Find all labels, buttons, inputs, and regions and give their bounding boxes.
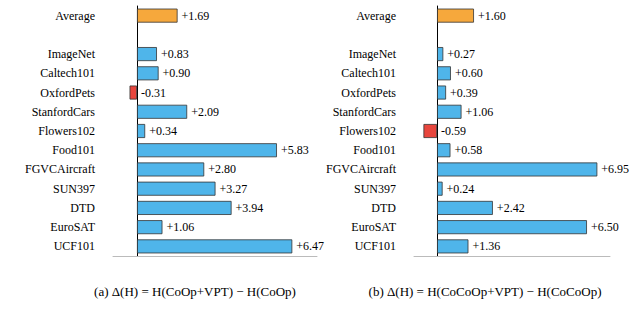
svg-text:+1.06: +1.06 (166, 220, 194, 234)
svg-text:UCF101: UCF101 (355, 239, 396, 253)
svg-text:Caltech101: Caltech101 (341, 66, 396, 80)
svg-text:+1.06: +1.06 (466, 105, 494, 119)
svg-text:SUN397: SUN397 (53, 182, 95, 196)
svg-text:OxfordPets: OxfordPets (40, 86, 95, 100)
svg-text:+0.58: +0.58 (454, 143, 482, 157)
svg-text:+0.39: +0.39 (450, 86, 478, 100)
svg-text:(b) Δ(H) = H(CoCoOp+VPT) − H(C: (b) Δ(H) = H(CoCoOp+VPT) − H(CoCoOp) (369, 284, 602, 299)
svg-text:ImageNet: ImageNet (48, 47, 96, 61)
svg-text:+6.50: +6.50 (591, 220, 619, 234)
svg-text:FGVCAircraft: FGVCAircraft (326, 162, 397, 176)
svg-text:OxfordPets: OxfordPets (341, 86, 396, 100)
svg-text:FGVCAircraft: FGVCAircraft (25, 162, 96, 176)
svg-text:Caltech101: Caltech101 (40, 66, 95, 80)
svg-text:Food101: Food101 (52, 143, 95, 157)
svg-text:-0.59: -0.59 (441, 124, 466, 138)
svg-text:+1.60: +1.60 (478, 9, 506, 23)
svg-text:+2.09: +2.09 (191, 105, 219, 119)
svg-text:+6.47: +6.47 (296, 239, 324, 253)
svg-text:DTD: DTD (70, 201, 95, 215)
svg-text:EuroSAT: EuroSAT (50, 220, 95, 234)
svg-text:+3.94: +3.94 (236, 201, 264, 215)
svg-text:Food101: Food101 (353, 143, 396, 157)
svg-text:StanfordCars: StanfordCars (32, 105, 96, 119)
svg-text:StanfordCars: StanfordCars (333, 105, 397, 119)
svg-text:+0.90: +0.90 (163, 66, 191, 80)
svg-text:ImageNet: ImageNet (349, 47, 397, 61)
svg-text:+0.60: +0.60 (455, 66, 483, 80)
svg-text:Average: Average (356, 9, 396, 23)
svg-text:+3.27: +3.27 (219, 182, 247, 196)
svg-text:-0.31: -0.31 (141, 86, 166, 100)
svg-text:Flowers102: Flowers102 (339, 124, 396, 138)
svg-text:+0.24: +0.24 (447, 182, 475, 196)
svg-text:(a) Δ(H) = H(CoOp+VPT) − H(CoO: (a) Δ(H) = H(CoOp+VPT) − H(CoOp) (94, 284, 296, 299)
svg-text:DTD: DTD (371, 201, 396, 215)
svg-text:SUN397: SUN397 (354, 182, 396, 196)
svg-text:+2.42: +2.42 (497, 201, 525, 215)
svg-text:+6.95: +6.95 (601, 162, 629, 176)
svg-text:+5.83: +5.83 (281, 143, 309, 157)
svg-text:+0.34: +0.34 (149, 124, 177, 138)
svg-text:Flowers102: Flowers102 (38, 124, 95, 138)
svg-text:+0.27: +0.27 (447, 47, 475, 61)
svg-text:UCF101: UCF101 (54, 239, 95, 253)
svg-text:+1.36: +1.36 (472, 239, 500, 253)
svg-text:+2.80: +2.80 (208, 162, 236, 176)
svg-text:Average: Average (55, 9, 95, 23)
svg-text:+0.83: +0.83 (161, 47, 189, 61)
svg-text:+1.69: +1.69 (182, 9, 210, 23)
svg-text:EuroSAT: EuroSAT (351, 220, 396, 234)
